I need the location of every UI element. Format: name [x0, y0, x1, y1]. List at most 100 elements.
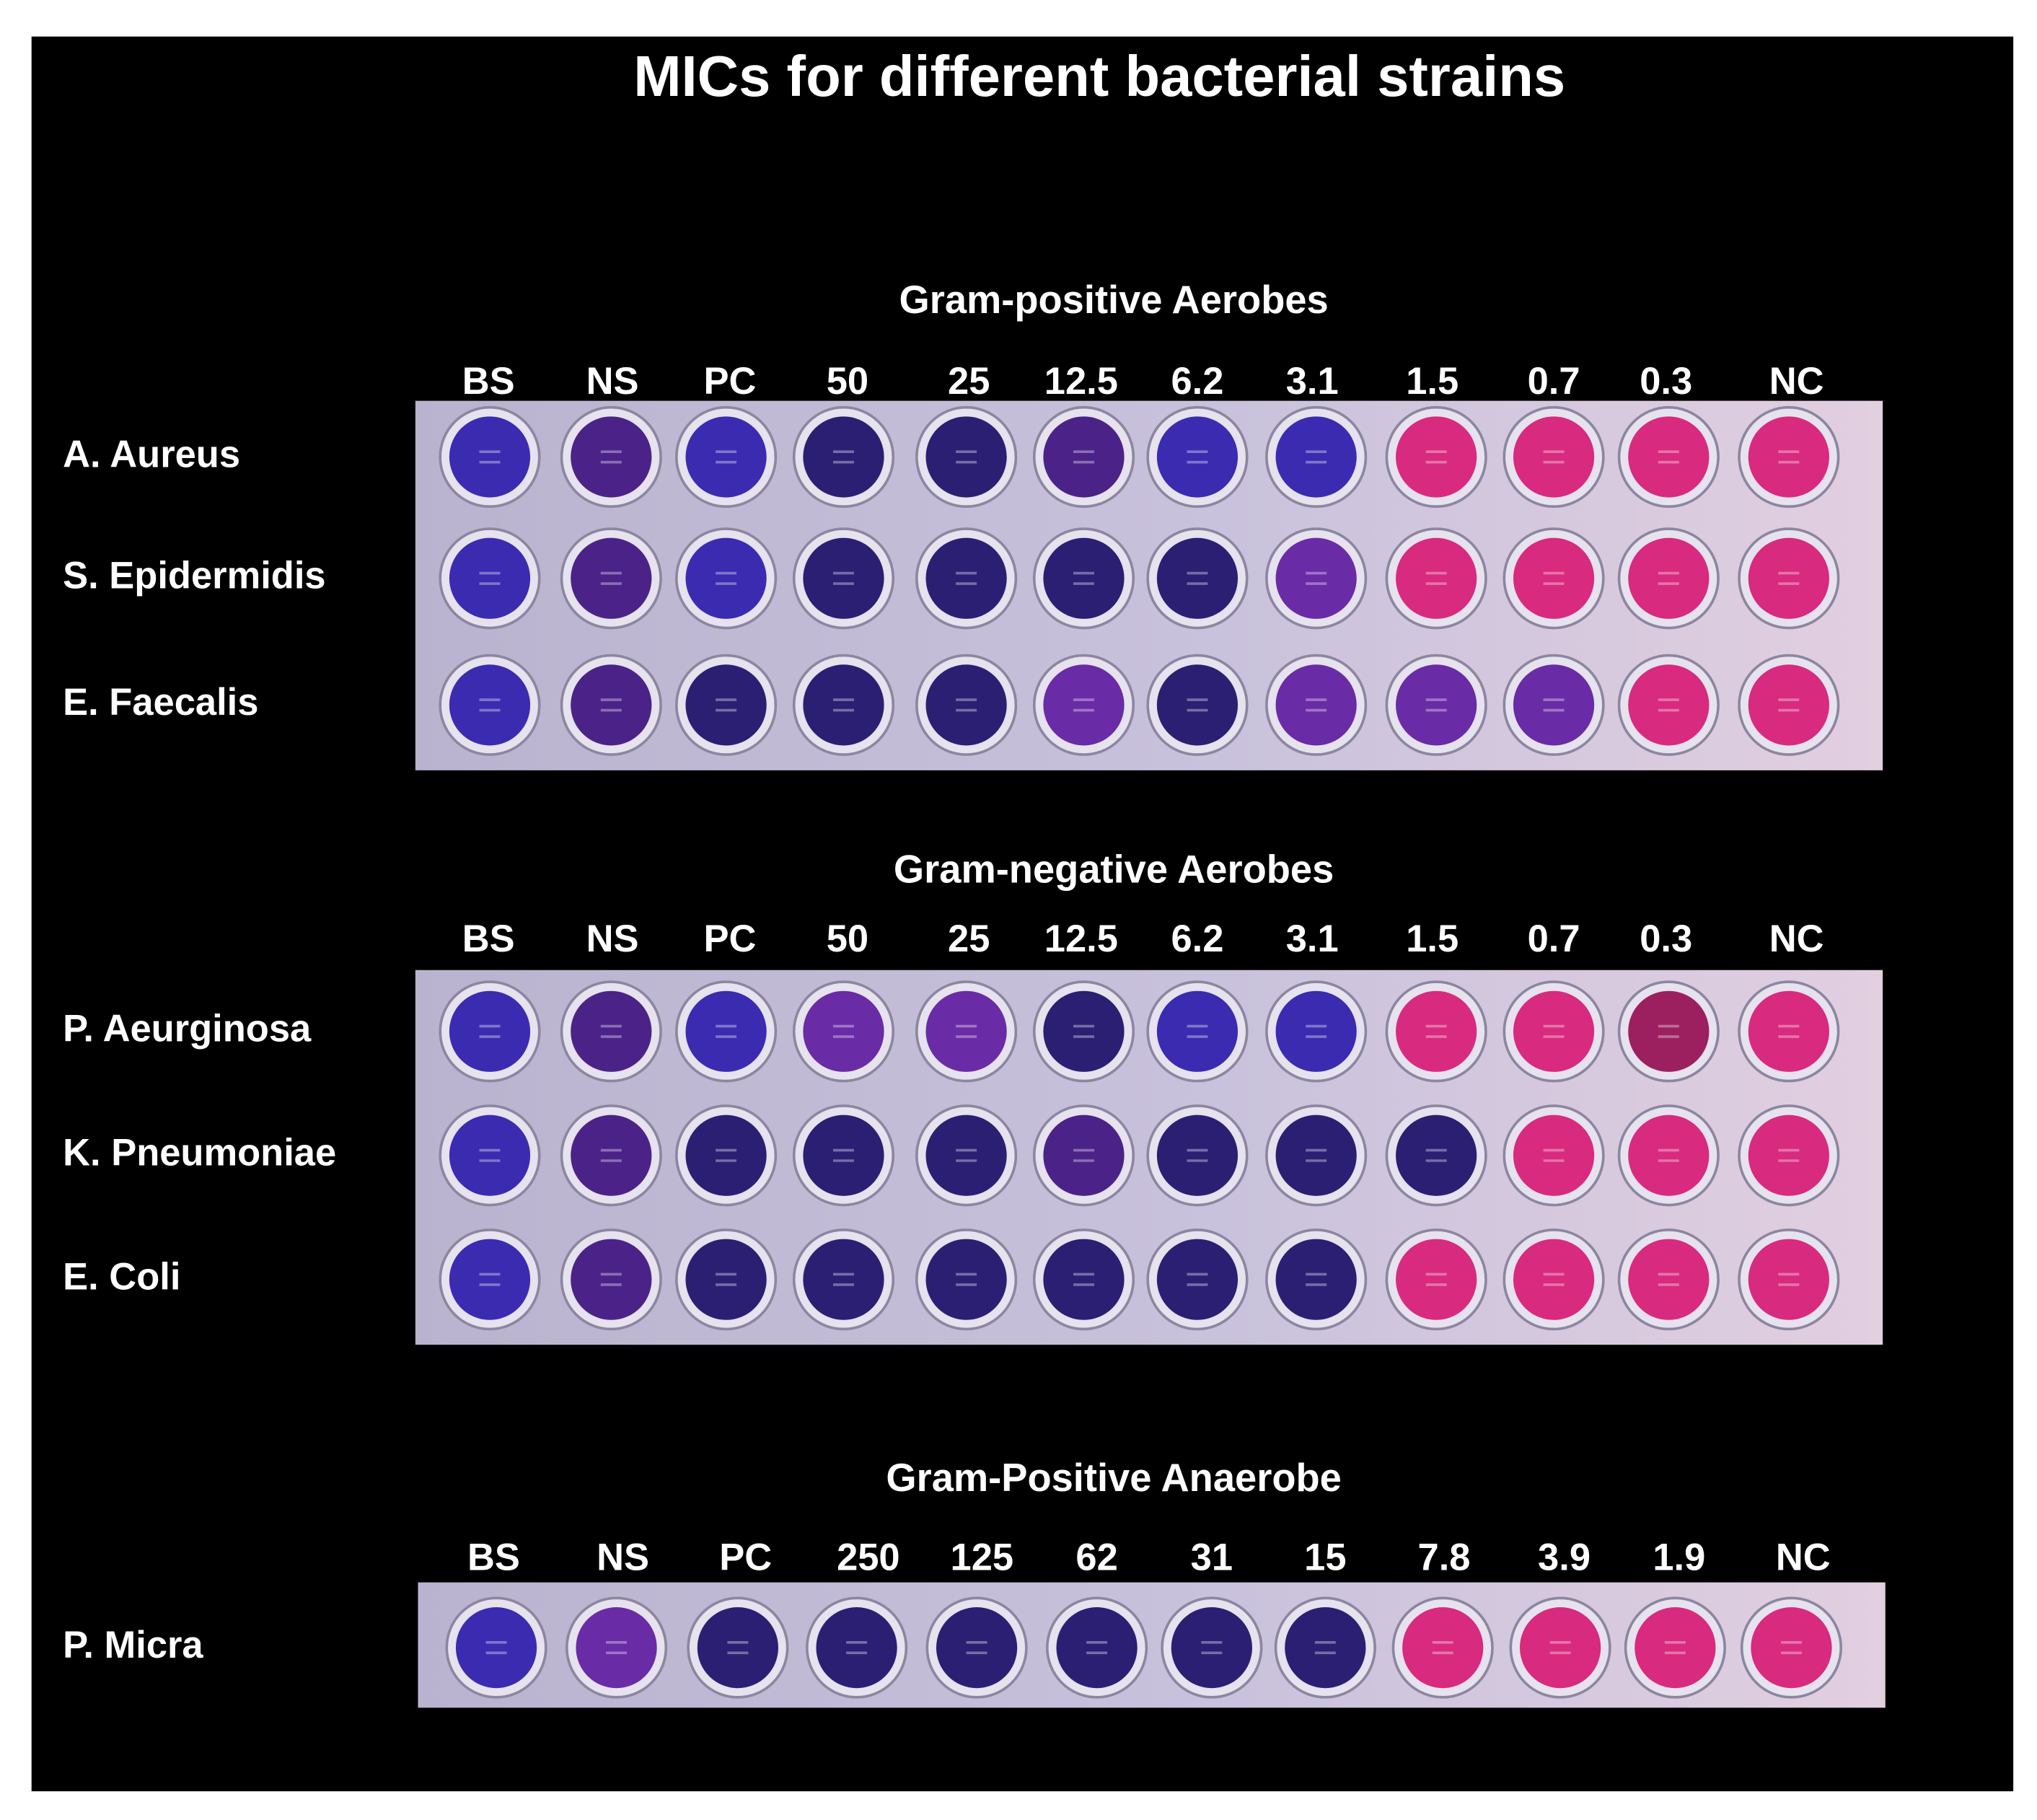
well	[1156, 1239, 1239, 1320]
well-glint	[479, 1148, 501, 1162]
well	[449, 664, 531, 746]
well-glint	[727, 1641, 749, 1655]
well	[1156, 664, 1239, 746]
background	[31, 36, 2014, 1792]
well-glint	[600, 1272, 622, 1286]
column-label: BS	[462, 918, 515, 960]
column-label: 0.3	[1640, 918, 1692, 960]
well	[936, 1606, 1018, 1689]
well	[1402, 1606, 1484, 1689]
column-label: 50	[827, 918, 868, 960]
well-glint	[716, 450, 737, 464]
well-glint	[1073, 571, 1094, 585]
well-glint	[1187, 1148, 1208, 1162]
well	[1513, 990, 1595, 1072]
figure-title: MICs for different bacterial strains	[633, 44, 1565, 108]
well	[685, 1115, 767, 1196]
column-label: 62	[1075, 1537, 1117, 1579]
well	[449, 537, 531, 619]
row-label: P. Aeurginosa	[63, 1008, 312, 1050]
well	[1275, 990, 1357, 1072]
column-label: PC	[704, 918, 757, 960]
well-glint	[1658, 1024, 1679, 1038]
well	[449, 1115, 531, 1196]
well	[803, 990, 884, 1072]
well-glint	[832, 698, 854, 712]
well-glint	[479, 571, 501, 585]
well-glint	[1073, 1024, 1094, 1038]
well	[1156, 537, 1239, 619]
column-label: 6.2	[1171, 918, 1223, 960]
column-label: 50	[827, 360, 868, 403]
well	[1156, 990, 1239, 1072]
well	[1513, 416, 1595, 498]
well	[685, 990, 767, 1072]
well	[685, 537, 767, 619]
well	[925, 416, 1007, 498]
well-glint	[479, 1024, 501, 1038]
well	[449, 990, 531, 1072]
column-label: NS	[597, 1537, 649, 1579]
well-glint	[966, 1641, 987, 1655]
well-glint	[1073, 698, 1094, 712]
well	[1628, 416, 1710, 498]
well-glint	[600, 450, 622, 464]
well-glint	[1314, 1641, 1336, 1655]
well-glint	[1201, 1641, 1223, 1655]
well	[803, 1239, 884, 1320]
well-glint	[1073, 1148, 1094, 1162]
well	[1275, 537, 1357, 619]
well-glint	[956, 1024, 977, 1038]
well-glint	[479, 698, 501, 712]
well-glint	[832, 571, 854, 585]
well-glint	[832, 1024, 854, 1038]
well-glint	[600, 698, 622, 712]
well-glint	[1306, 698, 1327, 712]
well	[1748, 664, 1829, 746]
column-label: NC	[1769, 360, 1824, 403]
well-glint	[956, 1272, 977, 1286]
well-glint	[1425, 450, 1447, 464]
well	[1628, 537, 1710, 619]
column-label: 12.5	[1044, 918, 1118, 960]
well-glint	[1549, 1641, 1571, 1655]
well	[1748, 537, 1829, 619]
column-label: 0.7	[1528, 360, 1580, 403]
well	[455, 1606, 537, 1689]
row-label: A. Aureus	[63, 433, 240, 475]
column-label: 6.2	[1171, 360, 1223, 403]
well	[1171, 1606, 1252, 1689]
well-glint	[1306, 1148, 1327, 1162]
well-glint	[956, 1148, 977, 1162]
row-label: P. Micra	[63, 1624, 203, 1666]
well	[1156, 1115, 1239, 1196]
well	[571, 664, 652, 746]
well-glint	[1187, 571, 1208, 585]
well-glint	[1425, 1024, 1447, 1038]
column-label: 12.5	[1044, 360, 1118, 403]
well	[1056, 1606, 1138, 1689]
well	[1043, 664, 1125, 746]
well-glint	[600, 1024, 622, 1038]
well-glint	[1073, 450, 1094, 464]
well-glint	[716, 1148, 737, 1162]
well-glint	[1073, 1272, 1094, 1286]
column-label: 25	[948, 360, 990, 403]
well	[925, 1239, 1007, 1320]
well-glint	[1425, 1272, 1447, 1286]
column-label: 125	[951, 1537, 1014, 1579]
well-glint	[716, 571, 737, 585]
well-glint	[1306, 1024, 1327, 1038]
well	[803, 1115, 884, 1196]
column-label: BS	[462, 360, 515, 403]
well	[1043, 416, 1125, 498]
well	[571, 1239, 652, 1320]
well	[571, 416, 652, 498]
well-glint	[1187, 1024, 1208, 1038]
column-label: 0.7	[1528, 918, 1580, 960]
well-glint	[1425, 571, 1447, 585]
well-glint	[1778, 1272, 1800, 1286]
well	[571, 990, 652, 1072]
